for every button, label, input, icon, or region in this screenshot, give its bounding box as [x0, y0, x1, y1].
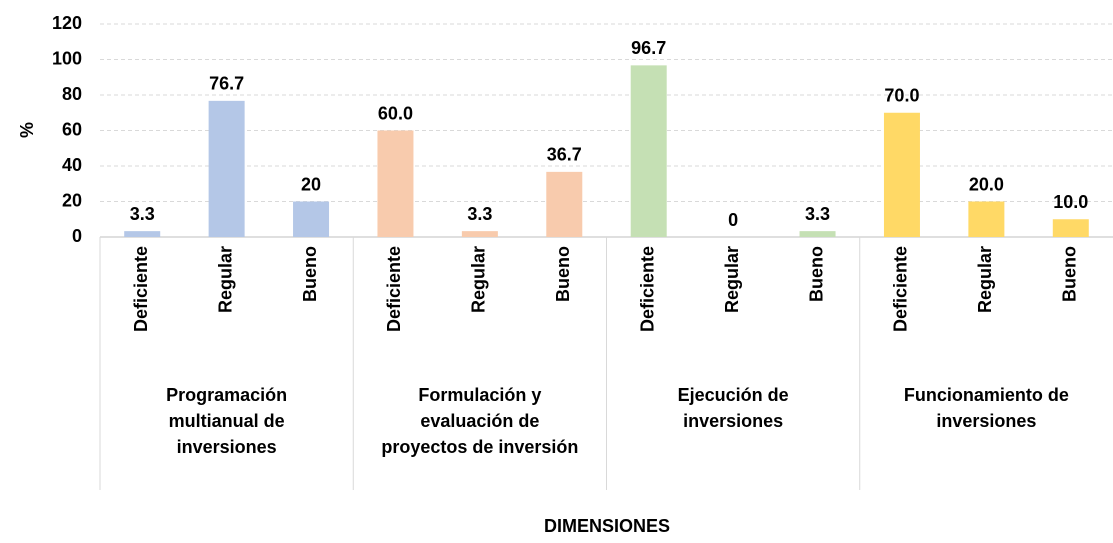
- y-axis-label: %: [17, 122, 37, 138]
- x-tick-label: Regular: [469, 246, 489, 313]
- bar: [208, 100, 245, 237]
- x-tick-label: Bueno: [1060, 246, 1080, 302]
- x-tick-label: Bueno: [553, 246, 573, 302]
- value-label: 20: [301, 174, 321, 194]
- bar: [461, 231, 498, 237]
- value-label: 3.3: [467, 204, 492, 224]
- value-label: 20.0: [969, 174, 1004, 194]
- value-label: 70.0: [884, 86, 919, 106]
- bar: [293, 201, 330, 237]
- group-label: Ejecución de inversiones: [677, 385, 789, 431]
- bar: [1052, 219, 1089, 237]
- group-label: Funcionamiento de inversiones: [903, 385, 1069, 431]
- value-label: 10.0: [1053, 192, 1088, 212]
- x-axis-label: DIMENSIONES: [544, 516, 670, 536]
- value-label: 76.7: [209, 74, 244, 94]
- group-label: Formulación y evaluación de proyectos de…: [381, 385, 579, 457]
- x-tick-label: Bueno: [806, 246, 826, 302]
- value-label: 0: [728, 210, 738, 230]
- y-tick-label: 40: [62, 155, 82, 175]
- value-label: 3.3: [130, 204, 155, 224]
- bar: [546, 171, 583, 237]
- y-tick-label: 20: [62, 190, 82, 210]
- value-label: 36.7: [547, 145, 582, 165]
- bar: [124, 231, 161, 237]
- value-label: 60.0: [378, 103, 413, 123]
- y-tick-label: 100: [52, 48, 82, 68]
- bar: [883, 112, 920, 237]
- value-label: 3.3: [805, 204, 830, 224]
- x-tick-label: Regular: [722, 246, 742, 313]
- value-label: 96.7: [631, 38, 666, 58]
- bar: [377, 130, 414, 237]
- x-tick-label: Regular: [215, 246, 235, 313]
- y-tick-label: 80: [62, 84, 82, 104]
- bar: [630, 65, 667, 237]
- bar: [968, 201, 1005, 237]
- x-tick-label: Bueno: [300, 246, 320, 302]
- bar: [799, 231, 836, 237]
- x-tick-label: Deficiente: [637, 246, 657, 332]
- y-tick-label: 60: [62, 119, 82, 139]
- x-tick-label: Deficiente: [131, 246, 151, 332]
- y-tick-label: 120: [52, 13, 82, 33]
- x-tick-label: Deficiente: [384, 246, 404, 332]
- x-tick-label: Deficiente: [891, 246, 911, 332]
- y-tick-label: 0: [72, 226, 82, 246]
- group-label: Programación multianual de inversiones: [166, 385, 288, 457]
- x-tick-label: Regular: [975, 246, 995, 313]
